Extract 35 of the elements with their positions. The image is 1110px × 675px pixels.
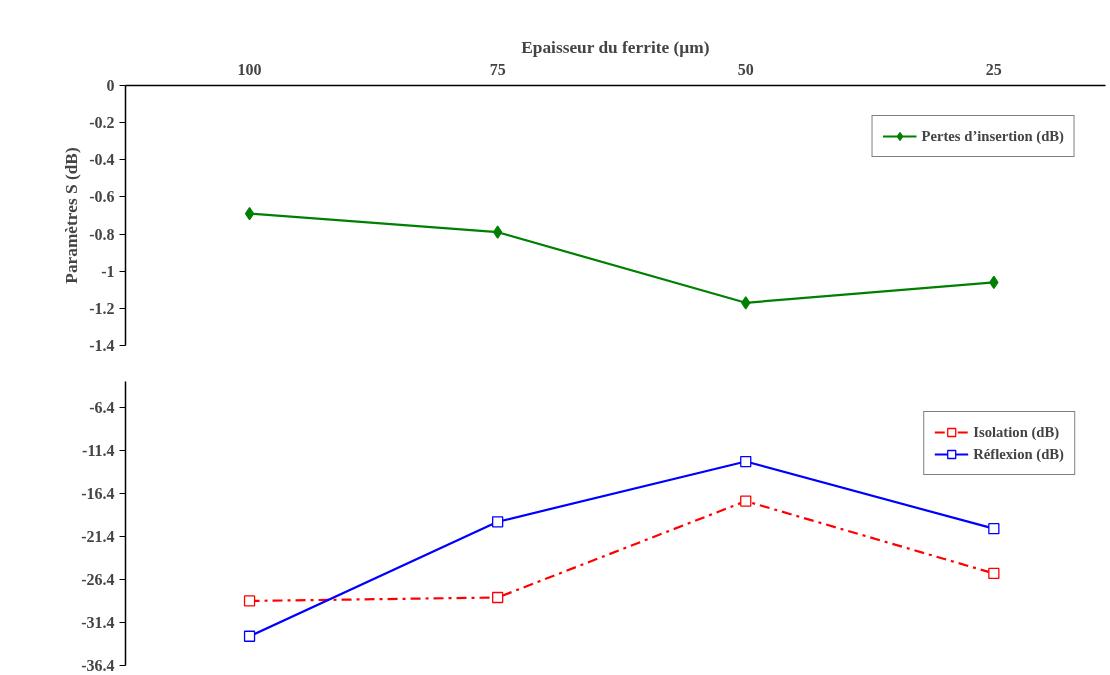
point (988, 523, 1000, 535)
y-tick-label: -36.4 (81, 657, 115, 674)
y-tick-label: -1.2 (89, 299, 115, 317)
x-tick-label: 75 (489, 60, 506, 78)
x-tick-label: 100 (237, 60, 262, 78)
y-tick-label: 0 (106, 77, 115, 94)
legend-label: Réflexion (dB) (973, 445, 1064, 463)
y-tick-label: -26.4 (81, 570, 115, 588)
point (988, 567, 1000, 580)
point (243, 595, 256, 607)
y-tick-label: -21.4 (81, 527, 115, 545)
x-tick-label: 50 (737, 60, 754, 78)
y-tick-label: -0.8 (89, 225, 115, 243)
y-tick-label: -16.4 (81, 484, 115, 502)
legend-label: Pertes d’insertion (dB) (921, 127, 1064, 145)
y-tick-label: -6.4 (89, 398, 115, 416)
y-tick-label: -1 (101, 262, 115, 280)
point (740, 455, 752, 468)
point (492, 591, 504, 604)
y-tick-label: -0.6 (89, 188, 115, 206)
point (493, 225, 503, 239)
point (740, 495, 752, 507)
y-tick-label: -11.4 (82, 441, 115, 459)
y-tick-label: -1.4 (89, 337, 115, 354)
point (243, 630, 256, 642)
point (492, 516, 504, 528)
y-tick-label: -0.2 (89, 114, 115, 132)
x-axis-title: Epaisseur du ferrite (µm) (521, 37, 710, 57)
point (741, 296, 751, 310)
y-axis-title: Paramètres S (dB) (62, 147, 82, 284)
legend-label: Isolation (dB) (973, 423, 1060, 441)
x-tick-label: 25 (985, 60, 1002, 78)
y-tick-label: -31.4 (81, 613, 115, 631)
y-tick-label: -0.4 (89, 151, 115, 169)
point (244, 206, 255, 221)
